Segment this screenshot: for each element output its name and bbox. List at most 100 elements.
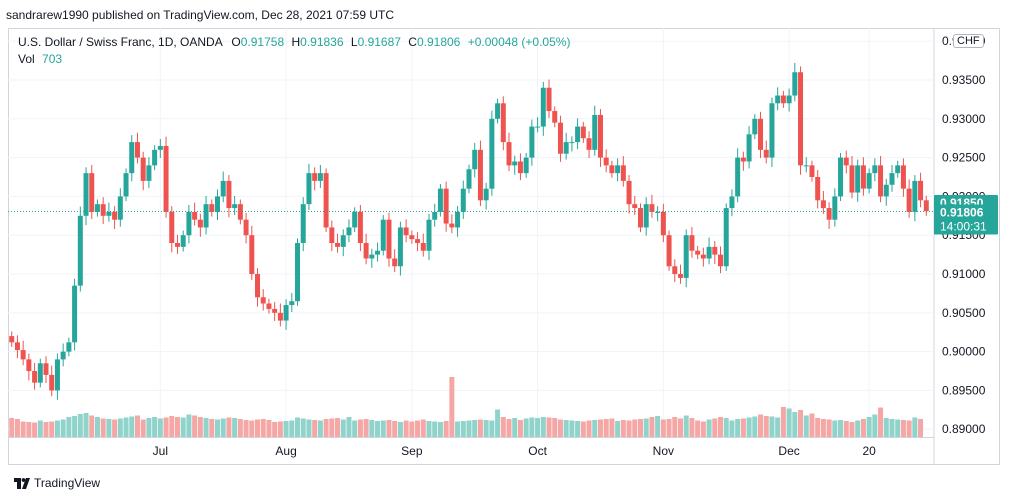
- candle[interactable]: [129, 135, 135, 182]
- candle[interactable]: [906, 179, 912, 218]
- candle[interactable]: [746, 126, 752, 169]
- candle[interactable]: [169, 206, 175, 253]
- candle[interactable]: [752, 114, 758, 139]
- candle[interactable]: [620, 156, 626, 187]
- candle[interactable]: [763, 140, 769, 164]
- candle[interactable]: [26, 353, 32, 381]
- candle[interactable]: [146, 157, 152, 188]
- candle[interactable]: [357, 204, 363, 252]
- candle[interactable]: [335, 233, 341, 253]
- candle[interactable]: [769, 97, 775, 167]
- candle[interactable]: [649, 194, 655, 218]
- candle[interactable]: [900, 158, 906, 197]
- candle[interactable]: [552, 106, 558, 128]
- candle[interactable]: [203, 196, 209, 235]
- candle[interactable]: [918, 172, 924, 208]
- candle[interactable]: [540, 81, 546, 136]
- candle[interactable]: [643, 197, 649, 236]
- candle[interactable]: [775, 87, 781, 111]
- candle[interactable]: [32, 362, 38, 390]
- candle[interactable]: [255, 268, 261, 307]
- candle[interactable]: [77, 206, 83, 292]
- candle[interactable]: [415, 232, 421, 252]
- candle[interactable]: [140, 151, 146, 191]
- candle[interactable]: [266, 298, 272, 314]
- candle[interactable]: [37, 358, 43, 388]
- candle[interactable]: [123, 168, 129, 202]
- candle[interactable]: [277, 303, 283, 327]
- candle[interactable]: [683, 229, 689, 288]
- candle[interactable]: [209, 199, 215, 217]
- candle[interactable]: [677, 264, 683, 284]
- candle[interactable]: [363, 233, 369, 265]
- candle[interactable]: [249, 225, 255, 280]
- candle[interactable]: [500, 96, 506, 151]
- candle[interactable]: [272, 301, 278, 321]
- candle[interactable]: [838, 152, 844, 202]
- candle[interactable]: [723, 203, 729, 271]
- candle[interactable]: [700, 247, 706, 267]
- candle[interactable]: [523, 152, 529, 178]
- candle[interactable]: [489, 110, 495, 196]
- candle[interactable]: [375, 242, 381, 262]
- candle[interactable]: [735, 148, 741, 203]
- candle[interactable]: [380, 215, 386, 256]
- candle[interactable]: [283, 299, 289, 330]
- candle[interactable]: [369, 248, 375, 268]
- candle[interactable]: [512, 155, 518, 175]
- candle[interactable]: [420, 233, 426, 257]
- candle[interactable]: [226, 175, 232, 218]
- candle[interactable]: [483, 182, 489, 210]
- candle[interactable]: [580, 121, 586, 143]
- candle[interactable]: [329, 220, 335, 252]
- candle[interactable]: [563, 132, 569, 160]
- candle[interactable]: [506, 132, 512, 172]
- candle[interactable]: [466, 164, 472, 194]
- candle[interactable]: [786, 88, 792, 112]
- candle[interactable]: [243, 212, 249, 244]
- candle[interactable]: [637, 203, 643, 233]
- candle[interactable]: [557, 115, 563, 162]
- candle[interactable]: [878, 156, 884, 203]
- candle[interactable]: [157, 138, 163, 158]
- candle[interactable]: [535, 117, 541, 133]
- candle[interactable]: [306, 163, 312, 210]
- candle[interactable]: [815, 170, 821, 209]
- candle[interactable]: [889, 164, 895, 192]
- candle[interactable]: [397, 221, 403, 276]
- candle[interactable]: [883, 178, 889, 206]
- candle[interactable]: [592, 105, 598, 156]
- candle[interactable]: [780, 90, 786, 108]
- candle[interactable]: [455, 206, 461, 237]
- candle[interactable]: [855, 159, 861, 202]
- candle[interactable]: [66, 337, 72, 357]
- currency-badge[interactable]: CHF: [953, 34, 984, 48]
- candle[interactable]: [740, 151, 746, 171]
- candle[interactable]: [214, 189, 220, 221]
- candle[interactable]: [403, 219, 409, 243]
- candle[interactable]: [860, 157, 866, 196]
- candle[interactable]: [443, 181, 449, 232]
- candle[interactable]: [352, 207, 358, 233]
- candle[interactable]: [597, 109, 603, 167]
- candle[interactable]: [163, 136, 169, 218]
- candle[interactable]: [340, 229, 346, 257]
- candle[interactable]: [575, 118, 581, 150]
- candle[interactable]: [706, 237, 712, 265]
- candle[interactable]: [49, 365, 55, 397]
- candle[interactable]: [729, 189, 735, 217]
- candle[interactable]: [295, 238, 301, 306]
- candle[interactable]: [323, 168, 329, 233]
- candle[interactable]: [803, 157, 809, 173]
- candle[interactable]: [54, 353, 60, 400]
- candle[interactable]: [849, 156, 855, 199]
- candle[interactable]: [820, 190, 826, 214]
- candle[interactable]: [392, 249, 398, 273]
- candle[interactable]: [609, 160, 615, 178]
- candle[interactable]: [94, 199, 100, 217]
- candle[interactable]: [174, 234, 180, 254]
- candle[interactable]: [43, 356, 49, 384]
- candle[interactable]: [317, 164, 323, 188]
- candle[interactable]: [660, 203, 666, 243]
- candle[interactable]: [192, 202, 198, 226]
